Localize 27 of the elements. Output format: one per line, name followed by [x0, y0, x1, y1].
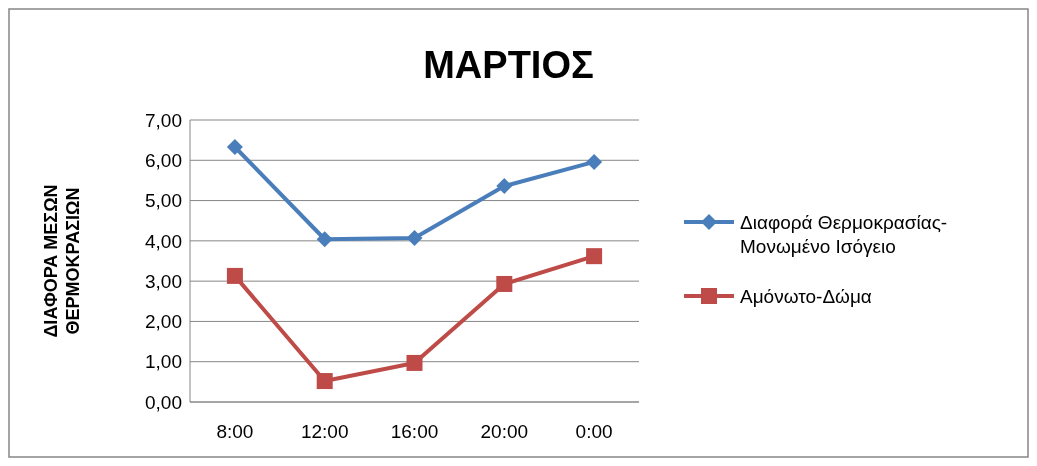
point: [226, 138, 243, 155]
point: [406, 230, 423, 247]
y-tick-label: 3,00: [145, 270, 182, 292]
legend-label: Αμόνωτο-Δώμα: [740, 285, 872, 307]
y-tick-label: 2,00: [145, 311, 182, 333]
x-tick-label: 8:00: [216, 421, 254, 442]
point: [226, 267, 243, 284]
y-tick-label: 0,00: [145, 391, 182, 413]
point: [496, 178, 513, 195]
y-axis-title: ΔΙΑΦΟΡΑ ΜΕΣΩΝ ΘΕΡΜΟΚΡΑΣΙΩΝ: [41, 184, 83, 338]
chart-title: ΜΑΡΤΙΟΣ: [423, 44, 594, 86]
legend-label: Διαφορά Θερμοκρασίας-Μονωμένο Ισόγειο: [740, 211, 948, 258]
x-tick-label: 12:00: [300, 421, 349, 442]
x-tick-label: 16:00: [390, 421, 439, 442]
point: [586, 248, 603, 265]
y-tick-label: 1,00: [145, 351, 182, 373]
x-tick-label: 0:00: [575, 421, 613, 442]
point: [316, 231, 333, 248]
y-tick-label: 5,00: [145, 190, 182, 212]
point: [496, 275, 513, 292]
y-tick-label: 6,00: [145, 149, 182, 171]
y-tick-label: 7,00: [145, 109, 182, 131]
point: [406, 354, 423, 371]
point: [586, 153, 603, 170]
y-tick-label: 4,00: [145, 230, 182, 252]
x-tick-label: 20:00: [480, 421, 529, 442]
point: [316, 373, 333, 390]
